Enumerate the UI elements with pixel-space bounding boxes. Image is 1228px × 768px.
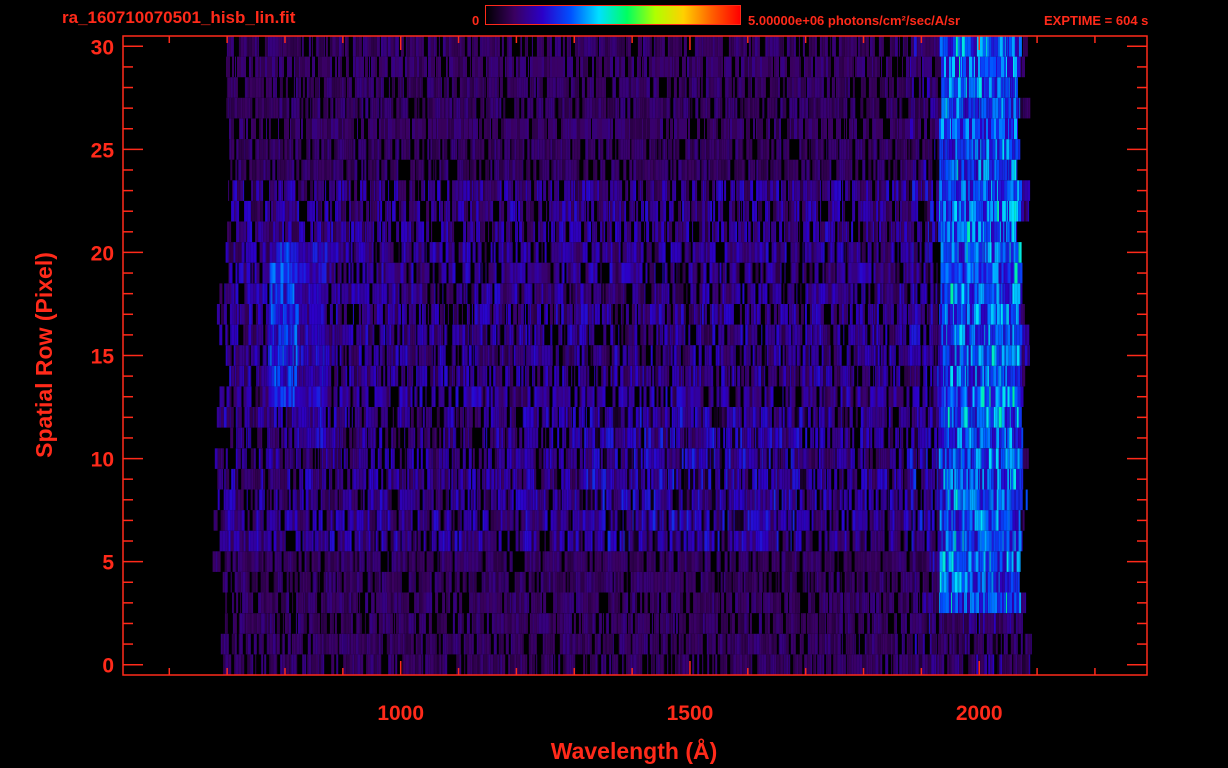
y-tick-labels: 0 5 10 15 20 25 30 <box>91 36 115 677</box>
y-axis-label: Spatial Row (Pixel) <box>31 252 57 458</box>
y-tick-label: 5 <box>102 552 114 575</box>
file-title: ra_160710070501_hisb_lin.fit <box>62 8 296 27</box>
x-tick-labels: 1000 1500 2000 <box>377 702 1002 725</box>
heatmap-image <box>212 36 1032 676</box>
y-tick-label: 30 <box>91 36 114 59</box>
axis-ticks <box>123 36 1147 675</box>
x-tick-label: 1000 <box>377 702 424 725</box>
y-tick-label: 15 <box>91 346 115 369</box>
y-tick-label: 20 <box>91 242 114 265</box>
y-tick-label: 0 <box>102 655 114 678</box>
y-tick-label: 25 <box>91 139 115 162</box>
colorbar-max-label: 5.00000e+06 photons/cm²/sec/A/sr <box>748 13 961 28</box>
exposure-time: EXPTIME = 604 s <box>1044 13 1149 28</box>
colorbar-min-label: 0 <box>472 13 480 28</box>
colorbar <box>485 5 741 25</box>
x-tick-label: 2000 <box>956 702 1003 725</box>
x-axis-label: Wavelength (Å) <box>551 737 718 764</box>
y-tick-label: 10 <box>91 449 114 472</box>
x-tick-label: 1500 <box>667 702 714 725</box>
